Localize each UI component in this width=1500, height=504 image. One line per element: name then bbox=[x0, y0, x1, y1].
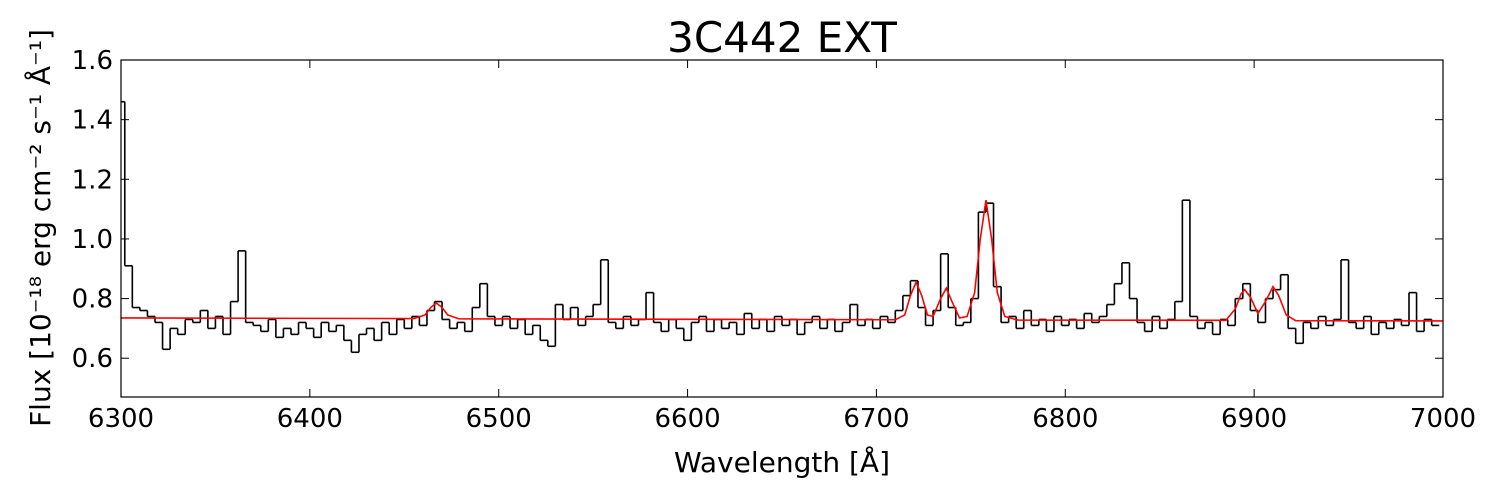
x-tick-label: 6500 bbox=[466, 404, 532, 434]
x-tick-label: 6700 bbox=[843, 404, 909, 434]
y-tick-label: 0.6 bbox=[72, 344, 113, 374]
x-tick-label: 6800 bbox=[1032, 404, 1098, 434]
y-tick-label: 1.4 bbox=[72, 106, 113, 136]
y-tick-label: 0.8 bbox=[72, 285, 113, 315]
x-axis-label: Wavelength [Å] bbox=[674, 445, 890, 479]
x-tick-label: 6300 bbox=[88, 404, 154, 434]
plot-frame bbox=[120, 59, 1444, 398]
x-tick-label: 6400 bbox=[277, 404, 343, 434]
y-tick-label: 1.0 bbox=[72, 225, 113, 255]
x-tick-label: 6600 bbox=[654, 404, 720, 434]
plot-area bbox=[121, 100, 1443, 354]
y-tick-label: 1.2 bbox=[72, 165, 113, 195]
y-axis-label: Flux [10⁻¹⁸ erg cm⁻² s⁻¹ Å⁻¹] bbox=[23, 29, 57, 427]
model-line bbox=[121, 200, 1443, 322]
chart-title: 3C442 EXT bbox=[667, 13, 897, 62]
y-tick-label: 1.6 bbox=[72, 46, 113, 76]
x-tick-label: 7000 bbox=[1410, 404, 1476, 434]
step-riser bbox=[123, 101, 1433, 353]
x-tick-label: 6900 bbox=[1221, 404, 1287, 434]
